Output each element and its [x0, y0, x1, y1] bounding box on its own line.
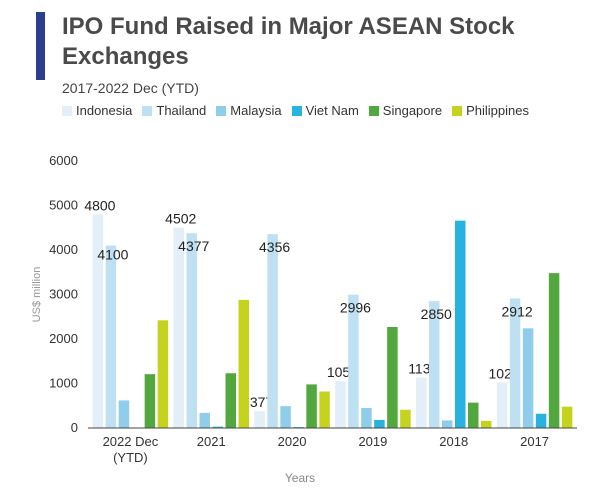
x-tick-label: 2022 Dec [103, 434, 159, 449]
legend-item-philippines: Philippines [452, 103, 529, 118]
legend: Indonesia Thailand Malaysia Viet Nam Sin… [62, 103, 529, 118]
bar [173, 227, 184, 428]
bar [348, 294, 359, 428]
x-tick-label: 2018 [439, 434, 468, 449]
bar [561, 406, 573, 428]
legend-item-indonesia: Indonesia [62, 103, 132, 118]
bar [306, 384, 317, 428]
bar [522, 328, 534, 428]
bar [416, 377, 427, 428]
bar [468, 402, 479, 428]
data-label: 2912 [502, 303, 533, 319]
y-tick-label: 3000 [49, 287, 78, 302]
bar [199, 412, 210, 428]
y-tick-label: 1000 [49, 376, 78, 391]
bar [186, 233, 197, 428]
y-tick-label: 2000 [49, 331, 78, 346]
bar [387, 326, 398, 428]
legend-label-viet-nam: Viet Nam [305, 103, 359, 118]
bar [548, 273, 560, 428]
x-tick-label: 2021 [197, 434, 226, 449]
legend-swatch-thailand [142, 105, 153, 116]
bar [212, 426, 223, 428]
x-tick-label: 2017 [520, 434, 549, 449]
bar [361, 407, 372, 428]
bar [455, 220, 466, 428]
legend-label-indonesia: Indonesia [76, 103, 133, 118]
legend-label-singapore: Singapore [382, 103, 443, 118]
x-tick-label: 2019 [358, 434, 387, 449]
data-label: 4502 [165, 211, 196, 227]
bar [374, 419, 385, 428]
bar [254, 411, 265, 428]
data-label: 2996 [340, 300, 371, 316]
legend-item-malaysia: Malaysia [216, 103, 282, 118]
bar [280, 406, 291, 428]
bar [157, 320, 169, 428]
bar [429, 301, 440, 428]
data-label: 4356 [259, 239, 290, 255]
bar [319, 391, 330, 428]
y-tick-label: 4000 [49, 242, 78, 257]
y-tick-label: 6000 [49, 153, 78, 168]
bar [400, 409, 411, 428]
bar [509, 298, 521, 428]
legend-item-thailand: Thailand [142, 103, 206, 118]
chart-subtitle: 2017-2022 Dec (YTD) [62, 80, 199, 96]
chart-title: IPO Fund Raised in Major ASEAN Stock Exc… [62, 13, 515, 70]
legend-swatch-indonesia [62, 105, 72, 116]
y-tick-label: 0 [71, 420, 78, 435]
bar [105, 245, 117, 428]
x-tick-label: 2020 [278, 434, 307, 449]
x-tick-label: (YTD) [113, 450, 148, 465]
title-accent-bar [36, 12, 45, 80]
data-label: 4100 [97, 247, 128, 263]
bar [92, 214, 104, 428]
bar [225, 373, 236, 428]
data-label: 4377 [178, 238, 209, 254]
bar [481, 420, 492, 428]
legend-swatch-philippines [452, 105, 463, 116]
data-label: 2850 [421, 306, 452, 322]
legend-swatch-malaysia [216, 105, 227, 116]
legend-label-malaysia: Malaysia [230, 103, 282, 118]
legend-swatch-singapore [368, 105, 379, 116]
bar [496, 382, 508, 428]
y-axis-title: US$ million [31, 267, 43, 323]
legend-label-thailand: Thailand [156, 103, 207, 118]
bar [335, 381, 346, 428]
y-tick-label: 5000 [49, 198, 78, 213]
legend-item-singapore: Singapore [368, 103, 443, 118]
bar [238, 299, 249, 428]
bar [535, 413, 547, 428]
x-axis-title: Years [285, 471, 315, 485]
legend-label-philippines: Philippines [466, 103, 529, 118]
legend-item-viet-nam: Viet Nam [291, 103, 359, 118]
data-label: 4800 [84, 197, 115, 213]
bar [118, 400, 130, 428]
bar [267, 234, 278, 428]
bar [144, 374, 156, 428]
bar [442, 420, 453, 428]
legend-swatch-viet-nam [291, 105, 302, 116]
